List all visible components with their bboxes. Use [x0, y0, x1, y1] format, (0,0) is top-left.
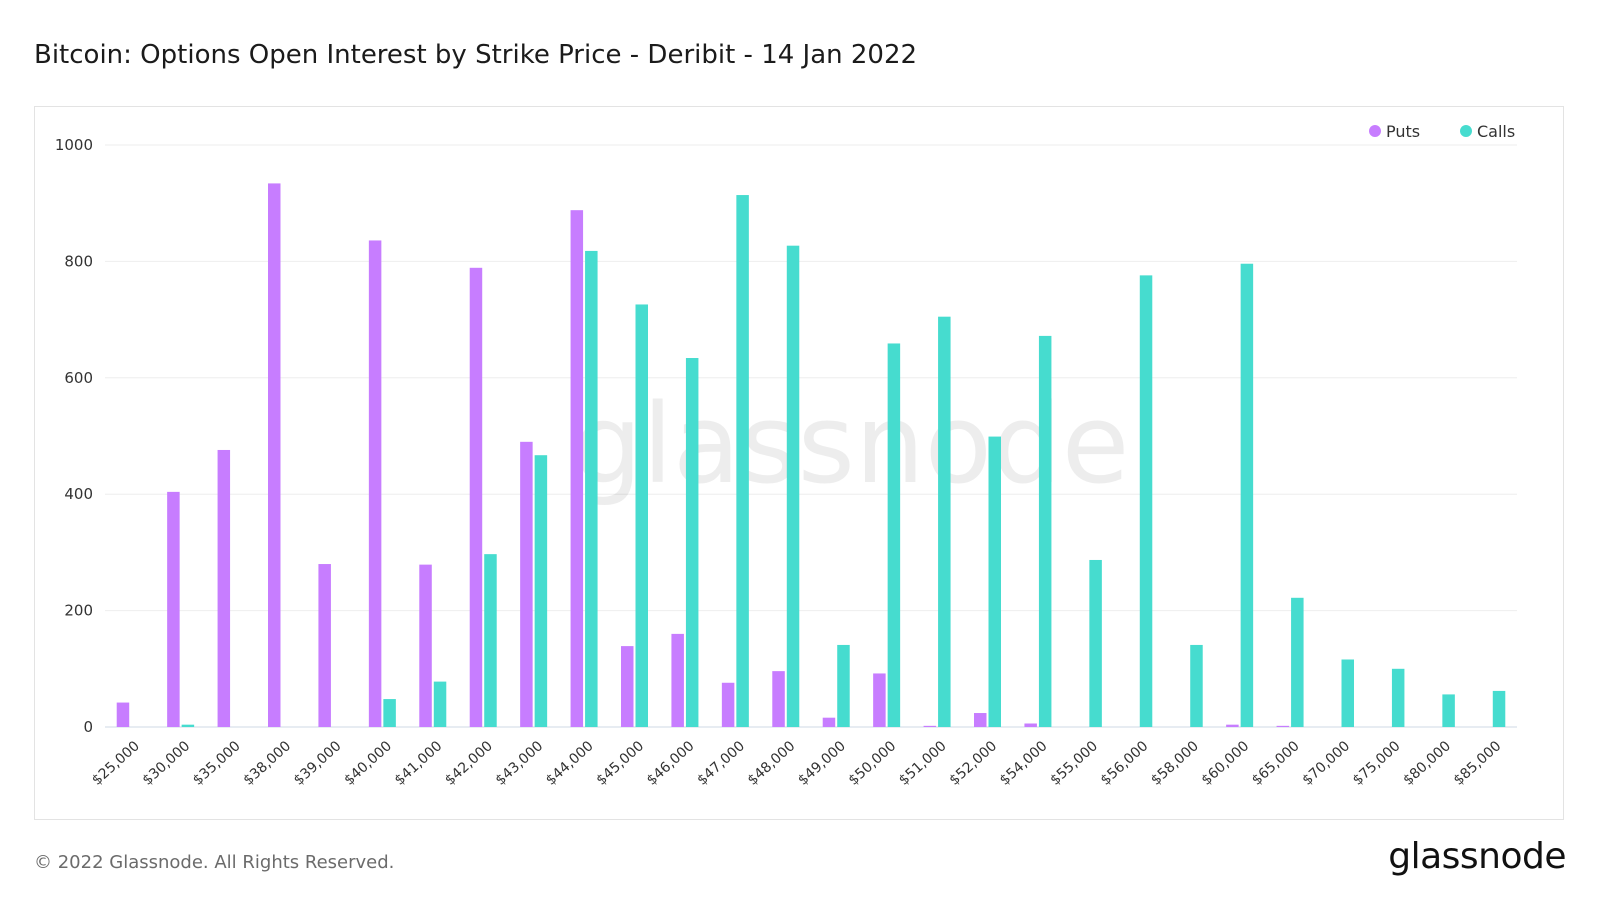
puts-bar — [116, 702, 130, 727]
x-tick-label: $35,000 — [190, 738, 244, 789]
calls-bar — [1442, 694, 1455, 727]
x-tick-label: $54,000 — [997, 738, 1051, 789]
x-tick-label: $48,000 — [745, 738, 799, 789]
x-tick-label: $40,000 — [341, 738, 395, 789]
watermark-text: glassnode — [573, 380, 1130, 508]
x-tick-label: $46,000 — [644, 738, 698, 789]
calls-bar — [887, 343, 901, 727]
calls-bar — [1240, 263, 1254, 727]
watermark: glassnode — [573, 380, 1130, 508]
calls-bar — [1291, 597, 1304, 727]
puts-bar — [974, 713, 987, 727]
y-tick-label: 600 — [64, 369, 93, 387]
calls-bar — [837, 644, 850, 727]
puts-bar — [721, 682, 735, 727]
puts-bar — [621, 646, 634, 727]
x-tick-label: $58,000 — [1148, 738, 1202, 789]
puts-bar — [419, 564, 432, 727]
puts-bar — [318, 564, 331, 727]
y-tick-label: 1000 — [55, 136, 93, 154]
calls-bar — [585, 250, 598, 727]
legend-marker — [1369, 125, 1381, 137]
calls-bar — [736, 195, 749, 727]
calls-bar — [484, 554, 497, 727]
y-tick-label: 400 — [64, 485, 93, 503]
x-tick-label: $25,000 — [89, 738, 143, 789]
y-tick-label: 800 — [64, 252, 93, 270]
x-tick-label: $52,000 — [946, 738, 1000, 789]
x-tick-label: $38,000 — [240, 738, 294, 789]
puts-bar — [368, 240, 382, 727]
copyright-footer: © 2022 Glassnode. All Rights Reserved. — [34, 852, 395, 873]
legend-label: Puts — [1386, 122, 1420, 141]
calls-bar — [1190, 644, 1203, 727]
calls-bar — [938, 316, 951, 727]
legend-label: Calls — [1477, 122, 1515, 141]
x-tick-label: $55,000 — [1047, 738, 1101, 789]
x-tick-label: $70,000 — [1299, 738, 1353, 789]
puts-bar — [873, 673, 886, 727]
x-tick-label: $42,000 — [442, 738, 496, 789]
calls-bar — [685, 358, 699, 727]
x-tick-label: $30,000 — [140, 738, 194, 789]
chart-title: Bitcoin: Options Open Interest by Strike… — [34, 40, 918, 70]
x-tick-label: $39,000 — [291, 738, 345, 789]
puts-bar — [822, 717, 836, 727]
puts-bar — [1226, 724, 1239, 727]
puts-bar — [923, 725, 937, 727]
puts-bar — [1024, 723, 1037, 727]
calls-bar — [433, 681, 447, 727]
bars — [116, 183, 1506, 728]
x-tick-label: $85,000 — [1451, 738, 1505, 789]
puts-bar — [671, 633, 684, 727]
calls-bar — [786, 245, 800, 727]
calls-bar — [1391, 668, 1405, 727]
x-tick-label: $50,000 — [846, 738, 900, 789]
x-tick-label: $65,000 — [1249, 738, 1303, 789]
x-tick-label: $60,000 — [1199, 738, 1253, 789]
x-tick-label: $75,000 — [1350, 738, 1404, 789]
calls-bar — [1492, 690, 1506, 727]
calls-bar — [1089, 559, 1102, 727]
x-tick-label: $45,000 — [593, 738, 647, 789]
x-tick-label: $80,000 — [1400, 738, 1454, 789]
calls-bar — [1139, 275, 1153, 727]
puts-bar — [1276, 725, 1290, 727]
y-tick-label: 0 — [83, 718, 93, 736]
x-tick-label: $51,000 — [896, 738, 950, 789]
y-tick-label: 200 — [64, 602, 93, 620]
calls-bar — [534, 455, 548, 727]
puts-bar — [268, 183, 281, 728]
calls-bar — [181, 724, 195, 727]
x-tick-label: $44,000 — [543, 738, 597, 789]
legend-marker — [1460, 125, 1472, 137]
calls-bar — [1038, 335, 1052, 727]
puts-bar — [167, 491, 180, 727]
x-tick-label: $41,000 — [392, 738, 446, 789]
puts-bar — [217, 449, 231, 727]
bar-chart: glassnode 0 200 400 600 800 1000 $25,000$30,00… — [55, 122, 1517, 789]
calls-bar — [988, 436, 1001, 727]
puts-bar — [570, 210, 584, 728]
x-tick-label: $47,000 — [694, 738, 748, 789]
chart-panel: glassnode 0 200 400 600 800 1000 $25,000 $30,00… — [34, 106, 1564, 820]
calls-bar — [635, 304, 648, 727]
puts-bar — [772, 671, 785, 727]
puts-bar — [469, 267, 483, 727]
calls-bar — [1341, 659, 1354, 727]
x-tick-label: $43,000 — [493, 738, 547, 789]
legend: Puts Calls — [1369, 122, 1515, 141]
x-tick-label: $49,000 — [795, 738, 849, 789]
glassnode-logo[interactable]: glassnode — [1388, 836, 1566, 877]
calls-bar — [383, 699, 396, 727]
x-tick-label: $56,000 — [1098, 738, 1152, 789]
puts-bar — [520, 441, 533, 727]
